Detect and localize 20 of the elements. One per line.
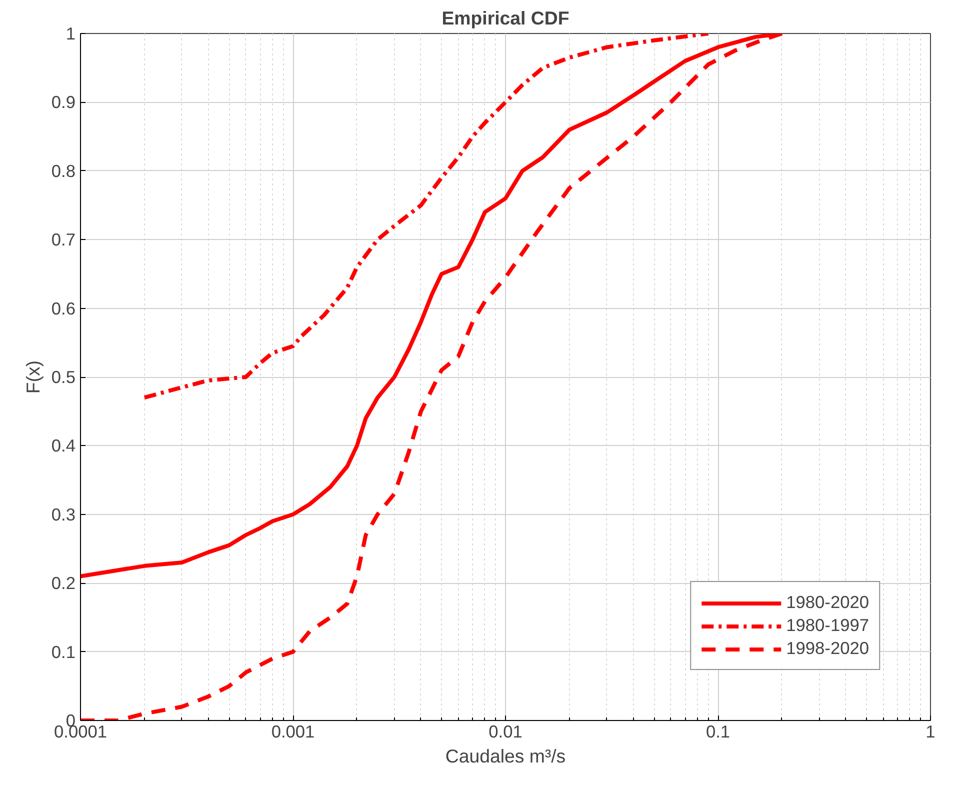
x-tick-label: 0.01 (488, 722, 522, 742)
y-tick-label: 0.6 (51, 298, 76, 318)
y-tick-label: 0.7 (51, 230, 76, 250)
y-tick-label: 0.4 (51, 436, 76, 456)
legend-label: 1980-2020 (786, 592, 869, 613)
y-tick-label: 0.2 (51, 573, 76, 594)
y-axis-title: F(x) (22, 360, 44, 394)
y-tick-label: 0.9 (51, 92, 76, 112)
y-tick-label: 0.3 (51, 504, 76, 524)
y-tick-label: 0.8 (51, 160, 76, 181)
y-tick-label: 0.1 (51, 642, 76, 662)
x-tick-label: 0.1 (706, 722, 730, 742)
y-tick-label: 0.5 (51, 367, 76, 387)
y-tick-label: 1 (66, 24, 76, 44)
legend-label: 1998-2020 (786, 638, 869, 659)
x-tick-label: 0.001 (271, 722, 315, 742)
chart-title: Empirical CDF (442, 8, 570, 28)
x-tick-label: 1 (926, 722, 936, 742)
legend-label: 1980-1997 (786, 615, 869, 636)
x-axis-title: Caudales m³/s (445, 746, 566, 766)
